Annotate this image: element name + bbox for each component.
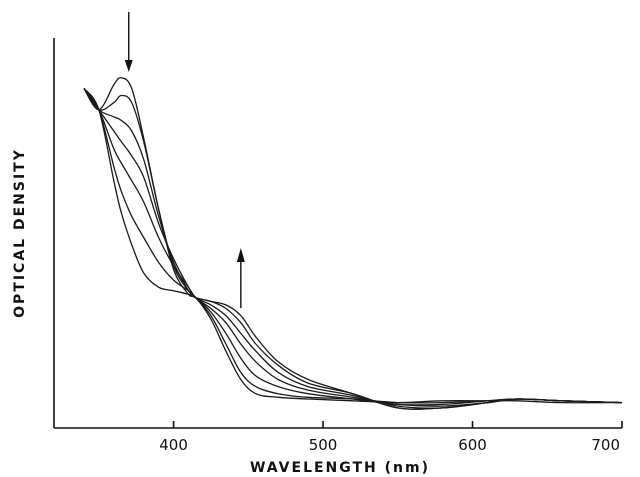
x-tick-label-600: 600 [458, 436, 487, 454]
spectrum-curve-7 [83, 87, 623, 410]
arrows [124, 12, 245, 308]
axes [53, 38, 622, 429]
arrow-down-icon [124, 60, 133, 72]
spectrum-curve-2 [83, 88, 623, 404]
x-axis-title: WAVELENGTH (nm) [250, 460, 430, 476]
series-group [83, 77, 623, 410]
x-tick-label-700: 700 [591, 436, 620, 454]
y-axis-title: OPTICAL DENSITY [12, 148, 28, 318]
spectrum-curve-3 [83, 88, 623, 406]
spectrum-curve-5 [83, 88, 623, 409]
x-ticks: 400 500 600 700 [159, 421, 623, 454]
spectrum-curve-1 [83, 77, 623, 404]
arrow-up-icon [236, 248, 245, 262]
spectrum-curve-4 [83, 88, 623, 407]
x-tick-label-400: 400 [159, 436, 188, 454]
x-tick-label-500: 500 [309, 436, 338, 454]
